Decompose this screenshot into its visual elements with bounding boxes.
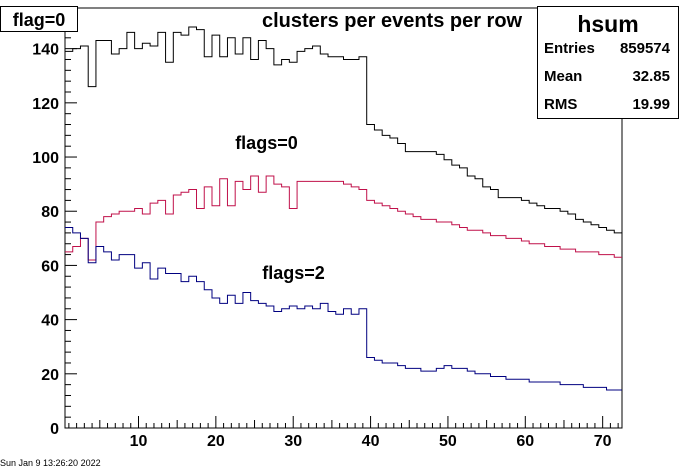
series-line-2 <box>65 226 622 391</box>
y-tick-label: 60 <box>41 258 59 275</box>
plot-frame <box>64 7 623 429</box>
x-tick-label: 50 <box>439 433 457 450</box>
stats-row-mean: Mean 32.85 <box>544 68 670 85</box>
x-tick-label: 30 <box>284 433 302 450</box>
axes: 10 20 30 40 50 60 70 0 20 40 60 80 100 120 140 <box>32 7 623 450</box>
series-line-0 <box>65 26 622 234</box>
x-tick-label: 70 <box>594 433 612 450</box>
series-labels: flags=0 flags=2 <box>235 133 325 283</box>
y-tick-label: 100 <box>32 150 59 167</box>
stats-label: Mean <box>544 68 583 85</box>
y-tick-label: 80 <box>41 204 59 221</box>
y-tick-label: 120 <box>32 96 59 113</box>
x-tick-label: 40 <box>362 433 380 450</box>
series-label-1: flags=0 <box>235 133 298 153</box>
stats-value: 19.99 <box>632 96 670 113</box>
flag-label-box: flag=0 <box>0 6 78 32</box>
y-tick-label: 140 <box>32 42 59 59</box>
series-label-2: flags=2 <box>262 263 325 283</box>
y-tick-label: 40 <box>41 313 59 330</box>
stats-label: RMS <box>544 96 578 113</box>
x-tick-label: 60 <box>516 433 534 450</box>
stats-label: Entries <box>544 40 595 57</box>
x-tick-label: 10 <box>130 433 148 450</box>
stats-value: 32.85 <box>632 68 670 85</box>
x-tick-label: 20 <box>207 433 225 450</box>
stats-value: 859574 <box>619 40 670 57</box>
series-layer <box>65 26 622 391</box>
series-line-1 <box>65 175 622 261</box>
y-tick-label: 20 <box>41 367 59 384</box>
stats-row-entries: Entries 859574 <box>544 40 670 57</box>
stats-box: hsum Entries 859574 Mean 32.85 RMS 19.99 <box>537 6 679 119</box>
timestamp: Sun Jan 9 13:26:20 2022 <box>0 458 101 468</box>
stats-row-rms: RMS 19.99 <box>544 96 670 113</box>
chart-title: clusters per events per row <box>262 10 523 32</box>
stats-name: hsum <box>577 11 639 37</box>
y-tick-label: 0 <box>50 421 59 438</box>
